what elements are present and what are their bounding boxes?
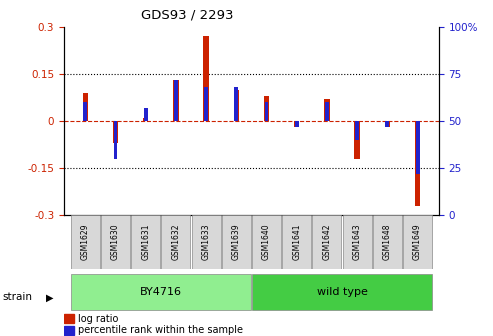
Bar bbox=[265, 102, 269, 121]
Bar bbox=[354, 121, 360, 159]
Bar bbox=[161, 215, 190, 269]
Bar bbox=[295, 121, 299, 127]
Bar bbox=[131, 215, 160, 269]
Bar bbox=[252, 215, 281, 269]
Bar bbox=[144, 108, 147, 121]
Bar bbox=[204, 36, 209, 121]
Bar bbox=[113, 121, 118, 143]
Bar bbox=[355, 121, 359, 140]
Bar bbox=[173, 80, 178, 121]
Bar bbox=[385, 121, 390, 127]
Bar bbox=[403, 215, 432, 269]
Bar bbox=[313, 215, 342, 269]
Text: GSM1640: GSM1640 bbox=[262, 223, 271, 260]
Bar bbox=[204, 87, 208, 121]
Text: wild type: wild type bbox=[317, 287, 367, 297]
Bar bbox=[192, 215, 220, 269]
Text: GSM1648: GSM1648 bbox=[383, 224, 392, 260]
Bar bbox=[282, 215, 311, 269]
Text: GDS93 / 2293: GDS93 / 2293 bbox=[141, 8, 234, 22]
Bar bbox=[386, 121, 389, 127]
Bar bbox=[82, 93, 88, 121]
Text: GSM1639: GSM1639 bbox=[232, 223, 241, 260]
Bar bbox=[70, 215, 100, 269]
Bar bbox=[294, 121, 299, 127]
Bar bbox=[64, 314, 74, 323]
Text: strain: strain bbox=[2, 292, 33, 302]
Bar bbox=[325, 102, 329, 121]
Bar bbox=[101, 215, 130, 269]
Text: GSM1642: GSM1642 bbox=[322, 224, 331, 260]
Bar bbox=[415, 121, 421, 206]
Bar bbox=[264, 96, 269, 121]
Bar bbox=[174, 80, 178, 121]
Bar bbox=[234, 90, 239, 121]
Bar bbox=[83, 102, 87, 121]
Text: percentile rank within the sample: percentile rank within the sample bbox=[78, 325, 243, 335]
Text: BY4716: BY4716 bbox=[140, 287, 182, 297]
Bar bbox=[143, 118, 148, 121]
Bar bbox=[234, 87, 238, 121]
Bar bbox=[113, 121, 117, 159]
Bar bbox=[64, 326, 74, 335]
Bar bbox=[373, 215, 402, 269]
Text: GSM1631: GSM1631 bbox=[141, 224, 150, 260]
Bar bbox=[416, 121, 420, 174]
Text: GSM1630: GSM1630 bbox=[111, 223, 120, 260]
Text: GSM1632: GSM1632 bbox=[172, 224, 180, 260]
Bar bbox=[324, 99, 330, 121]
Text: GSM1643: GSM1643 bbox=[352, 223, 362, 260]
Bar bbox=[252, 274, 432, 310]
Text: GSM1633: GSM1633 bbox=[202, 223, 211, 260]
Bar bbox=[70, 274, 251, 310]
Text: log ratio: log ratio bbox=[78, 313, 118, 324]
Text: GSM1629: GSM1629 bbox=[81, 224, 90, 260]
Text: GSM1649: GSM1649 bbox=[413, 223, 422, 260]
Text: GSM1641: GSM1641 bbox=[292, 224, 301, 260]
Bar bbox=[222, 215, 251, 269]
Text: ▶: ▶ bbox=[46, 292, 53, 302]
Bar bbox=[343, 215, 372, 269]
